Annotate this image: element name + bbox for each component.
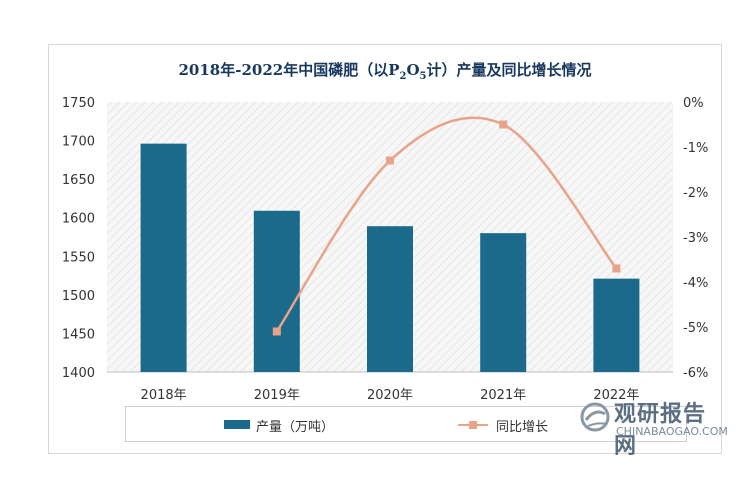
x-tick-label: 2022年: [593, 388, 639, 403]
yoy-point-5: [612, 264, 621, 273]
legend-label-yoy: 同比增长: [496, 420, 549, 435]
right-axis-ticks: -6% -5% -4% -3% -2% -1% 0%: [683, 96, 708, 381]
title-part-pre: 2018年-2022年中国磷肥（以P: [178, 61, 400, 79]
yoy-point-3: [386, 156, 394, 165]
right-tick-label: -4%: [683, 276, 708, 291]
left-tick-label: 1650: [62, 173, 95, 188]
watermark-logo-icon: [580, 402, 610, 432]
left-axis-ticks: 1400 1450 1500 1550 1600 1650 1700 1750: [62, 96, 95, 381]
chart-title: 2018年-2022年中国磷肥（以P2O5计）产量及同比增长情况: [49, 59, 721, 82]
left-tick-label: 1400: [62, 366, 95, 381]
bar-4: [480, 233, 527, 372]
left-tick-label: 1500: [62, 289, 95, 304]
yoy-point-4: [499, 120, 508, 129]
line-layer: [272, 116, 621, 336]
x-tick-label: 2020年: [367, 388, 413, 403]
title-sub-2: 2: [399, 71, 407, 82]
yoy-point-2: [272, 327, 281, 336]
watermark-name: 观研报告网: [614, 402, 707, 459]
left-tick-label: 1750: [62, 96, 95, 111]
left-tick-label: 1600: [62, 212, 95, 227]
x-tick-label: 2018年: [141, 388, 187, 403]
left-tick-label: 1550: [62, 250, 95, 265]
bar-5: [593, 278, 640, 372]
left-tick-label: 1450: [62, 327, 95, 342]
legend-label-output: 产量（万吨）: [256, 420, 335, 435]
watermark: 观研报告网 CHINABAOGAO.COM: [578, 392, 728, 459]
bar-3: [367, 226, 413, 372]
bar-1: [140, 143, 187, 372]
legend-square-marker: [469, 421, 477, 429]
chart-frame: 2018年-2022年中国磷肥（以P2O5计）产量及同比增长情况 1400 145…: [48, 44, 722, 454]
x-tick-label: 2021年: [480, 388, 526, 403]
right-tick-label: -2%: [683, 186, 708, 201]
right-tick-label: -1%: [683, 141, 708, 156]
x-axis-ticks: 2018年 2019年 2020年 2021年 2022年: [141, 388, 640, 403]
right-tick-label: 0%: [683, 96, 704, 111]
right-tick-label: -5%: [683, 321, 708, 336]
title-part-mid: O: [406, 61, 420, 79]
yoy-growth-line: [275, 116, 618, 333]
watermark-url: CHINABAOGAO.COM: [616, 425, 728, 438]
right-tick-label: -3%: [683, 231, 708, 246]
left-tick-label: 1700: [62, 135, 95, 150]
title-sub-5: 5: [419, 71, 427, 82]
bar-2: [253, 210, 300, 372]
x-tick-label: 2019年: [254, 388, 300, 403]
legend-bar-swatch: [224, 420, 250, 429]
bars-layer: [140, 143, 640, 372]
right-tick-label: -6%: [683, 366, 708, 381]
title-part-post: 计）产量及同比增长情况: [426, 61, 592, 79]
